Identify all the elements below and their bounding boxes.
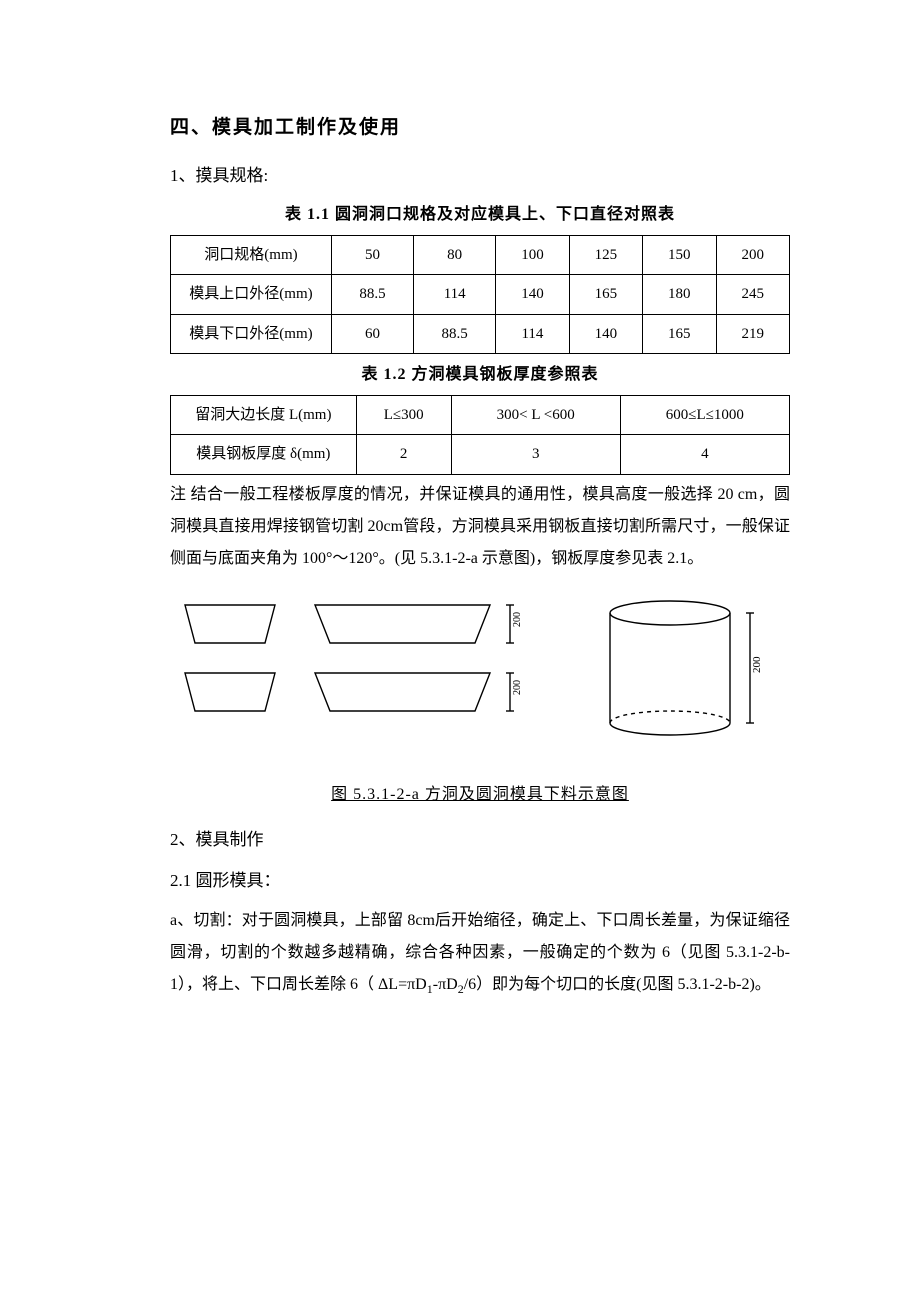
table-row: 留洞大边长度 L(mm) L≤300 300< L <600 600≤L≤100…: [171, 395, 790, 435]
table-cell: 140: [496, 275, 569, 315]
dim-label: 200: [512, 612, 523, 627]
table-cell: 114: [496, 314, 569, 354]
table-cell: 165: [643, 314, 716, 354]
table-cell: 3: [451, 435, 620, 475]
subsection-2-1: 2.1 圆形模具：: [170, 865, 790, 897]
mold-diagram-svg: 200 200 200: [170, 593, 790, 763]
table-cell: 88.5: [331, 275, 413, 315]
table-cell: 模具上口外径(mm): [171, 275, 332, 315]
table-cell: 2: [356, 435, 451, 475]
table-cell: 180: [643, 275, 716, 315]
table-cell: 88.5: [414, 314, 496, 354]
table-cell: 600≤L≤1000: [620, 395, 789, 435]
para-text: -πD: [433, 976, 458, 993]
paragraph-a: a、切割：对于圆洞模具，上部留 8cm后开始缩径，确定上、下口周长差量，为保证缩…: [170, 905, 790, 1001]
table-row: 模具下口外径(mm) 60 88.5 114 140 165 219: [171, 314, 790, 354]
table-cell: 140: [569, 314, 642, 354]
subsection-1: 1、摸具规格:: [170, 160, 790, 192]
table-cell: 模具钢板厚度 δ(mm): [171, 435, 357, 475]
subsection-2: 2、模具制作: [170, 824, 790, 856]
dim-label: 200: [751, 656, 763, 673]
table-cell: 245: [716, 275, 789, 315]
table-2-caption: 表 1.2 方洞模具钢板厚度参照表: [170, 360, 790, 390]
table-cell: 洞口规格(mm): [171, 235, 332, 275]
table-cell: 165: [569, 275, 642, 315]
table-cell: 200: [716, 235, 789, 275]
table-row: 模具钢板厚度 δ(mm) 2 3 4: [171, 435, 790, 475]
table-cell: 模具下口外径(mm): [171, 314, 332, 354]
table-cell: 100: [496, 235, 569, 275]
dim-label: 200: [512, 680, 523, 695]
table-cell: 60: [331, 314, 413, 354]
figure-5-3-1-2-a: 200 200 200: [170, 593, 790, 774]
table-cell: 125: [569, 235, 642, 275]
figure-caption: 图 5.3.1-2-a 方洞及圆洞模具下料示意图: [170, 780, 790, 810]
table-cell: 4: [620, 435, 789, 475]
table-cell: 150: [643, 235, 716, 275]
table-2: 留洞大边长度 L(mm) L≤300 300< L <600 600≤L≤100…: [170, 395, 790, 475]
table-1-caption: 表 1.1 圆洞洞口规格及对应模具上、下口直径对照表: [170, 200, 790, 230]
para-text: /6）即为每个切口的长度(见图 5.3.1-2-b-2)。: [464, 976, 771, 993]
table-cell: 80: [414, 235, 496, 275]
table-cell: L≤300: [356, 395, 451, 435]
table-row: 洞口规格(mm) 50 80 100 125 150 200: [171, 235, 790, 275]
note-text: 注 结合一般工程楼板厚度的情况，并保证模具的通用性，模具高度一般选择 20 cm…: [170, 479, 790, 575]
table-cell: 留洞大边长度 L(mm): [171, 395, 357, 435]
section-heading: 四、模具加工制作及使用: [170, 110, 790, 146]
table-cell: 50: [331, 235, 413, 275]
table-row: 模具上口外径(mm) 88.5 114 140 165 180 245: [171, 275, 790, 315]
table-cell: 114: [414, 275, 496, 315]
table-cell: 219: [716, 314, 789, 354]
table-1: 洞口规格(mm) 50 80 100 125 150 200 模具上口外径(mm…: [170, 235, 790, 355]
table-cell: 300< L <600: [451, 395, 620, 435]
